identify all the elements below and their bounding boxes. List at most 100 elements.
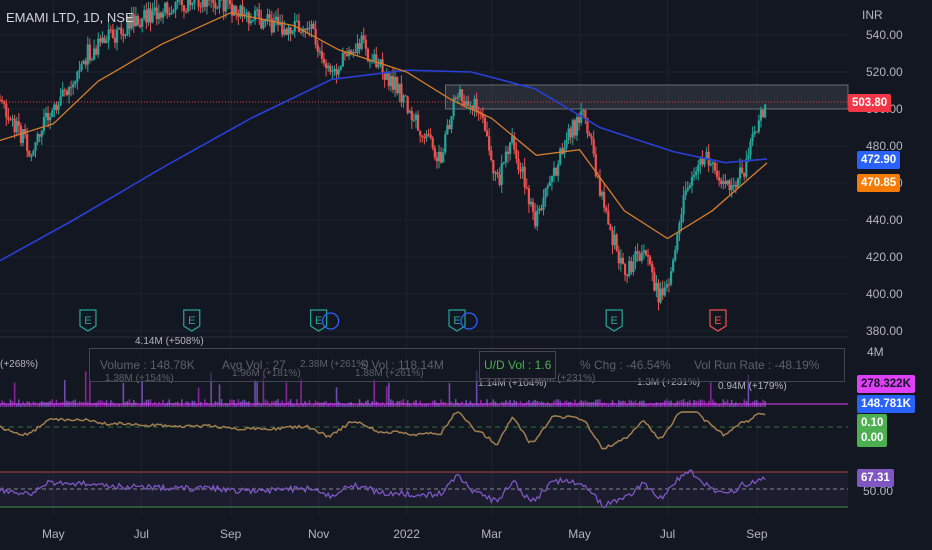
volume-bar <box>151 403 154 407</box>
candle-body <box>569 128 572 138</box>
candle-body <box>379 59 382 65</box>
candle-body <box>488 136 491 151</box>
candle-body <box>212 0 215 4</box>
candle-body <box>747 155 750 160</box>
candle-body <box>289 27 292 34</box>
time-axis-label: Jul <box>660 527 675 541</box>
volume-bar <box>283 403 286 407</box>
candle-body <box>519 169 522 172</box>
volume-bar <box>613 402 616 407</box>
volume-bar <box>128 399 131 407</box>
volume-bar <box>459 403 461 407</box>
candle-body <box>153 7 156 12</box>
candle-body <box>264 20 267 22</box>
candle-body <box>345 54 349 56</box>
volume-bar <box>482 404 484 407</box>
candle-body <box>161 12 165 18</box>
candle-body <box>709 164 712 166</box>
ud-zero-badge: 0.00 <box>857 429 888 447</box>
volume-bar <box>143 402 146 407</box>
volume-bar <box>141 379 143 407</box>
candle-body <box>5 103 8 118</box>
candle-body <box>76 71 79 82</box>
time-axis-label: May <box>568 527 591 541</box>
candle-body <box>389 75 393 87</box>
candle-body <box>728 180 731 191</box>
candle-body <box>130 14 133 29</box>
candle-body <box>322 58 326 64</box>
candle-body <box>699 158 702 166</box>
candle-body <box>101 37 104 43</box>
candle-body <box>490 150 493 160</box>
volume-bar <box>82 402 85 407</box>
volume-bar <box>120 404 123 407</box>
candle-body <box>193 0 196 4</box>
volume-bar <box>492 399 495 407</box>
candle-body <box>30 156 33 158</box>
volume-bar <box>227 404 229 407</box>
candle-body <box>306 28 309 31</box>
volume-bar <box>521 403 524 407</box>
earnings-marker[interactable]: E <box>605 309 623 332</box>
earnings-marker[interactable]: E <box>310 309 340 332</box>
candle-body <box>398 83 401 94</box>
candle-body <box>678 223 681 235</box>
candle-body <box>672 260 675 272</box>
candle-body <box>228 0 232 5</box>
volume-bar <box>149 399 152 407</box>
volume-bar <box>3 402 5 407</box>
volume-bar <box>438 403 440 407</box>
candle-body <box>63 89 66 91</box>
volume-bar <box>0 403 1 407</box>
volume-bar <box>517 404 520 407</box>
earnings-marker[interactable]: E <box>709 309 727 332</box>
candle-body <box>644 250 648 256</box>
volume-bar <box>475 370 478 407</box>
volume-bar <box>463 404 465 407</box>
volume-bar <box>523 403 526 407</box>
price-tick-label: 380.00 <box>866 324 903 338</box>
symbol-title[interactable]: EMAMI LTD, 1D, NSE <box>6 10 134 25</box>
candle-body <box>442 152 445 163</box>
volume-bar <box>116 404 118 407</box>
candle-body <box>109 29 112 31</box>
candle-body <box>49 117 52 121</box>
volume-bar <box>162 399 164 407</box>
candle-body <box>251 20 255 22</box>
candle-body <box>542 197 545 210</box>
earnings-marker[interactable]: E <box>183 309 201 332</box>
volume-bar <box>651 403 654 407</box>
volume-bar <box>615 404 618 407</box>
earnings-marker[interactable]: E <box>448 309 478 332</box>
volume-bar <box>730 399 733 407</box>
volume-bar <box>243 399 246 407</box>
volume-bar <box>335 387 338 407</box>
candle-body <box>477 111 480 113</box>
volume-bar <box>747 374 750 407</box>
candle-body <box>391 75 395 90</box>
candle-body <box>297 20 301 32</box>
candle-body <box>270 18 273 33</box>
volume-bar <box>402 399 405 407</box>
candle-body <box>554 167 558 176</box>
volume-bar <box>758 402 760 407</box>
candle-body <box>214 3 217 9</box>
earnings-marker[interactable]: E <box>79 309 97 332</box>
candle-body <box>726 180 729 185</box>
vol-avg-badge: 278.322K <box>857 375 915 393</box>
earnings-label: E <box>611 315 618 327</box>
volume-bar <box>235 403 238 407</box>
candle-body <box>308 28 311 30</box>
resistance-zone <box>444 84 849 110</box>
earnings-label: E <box>453 315 460 327</box>
candle-body <box>230 4 234 16</box>
candle-body <box>113 37 117 43</box>
volume-bar <box>204 399 206 407</box>
candle-body <box>287 27 290 35</box>
volume-bar <box>43 402 45 407</box>
candle-body <box>157 12 160 20</box>
candle-body <box>151 11 154 23</box>
ma-orange-badge: 470.85 <box>857 174 901 192</box>
volume-bar <box>760 402 762 407</box>
